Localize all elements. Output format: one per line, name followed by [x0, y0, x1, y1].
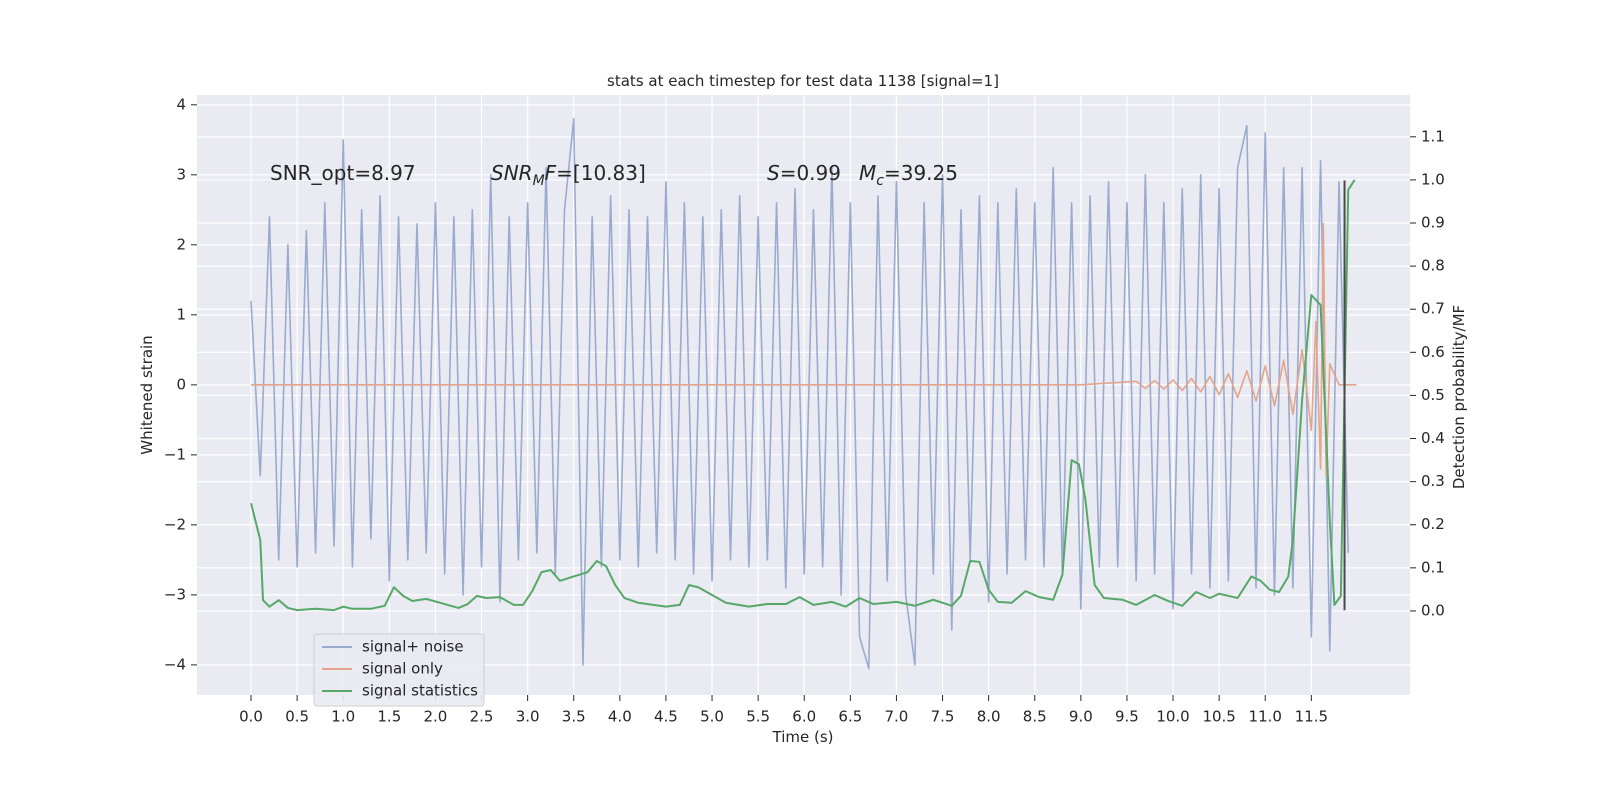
x-tick-label: 5.0	[700, 708, 724, 726]
x-tick-label: 2.5	[470, 708, 494, 726]
annotation-part: S	[767, 161, 780, 185]
y-tick-label: −2	[164, 515, 186, 533]
legend-label: signal only	[362, 660, 443, 678]
x-tick-label: 0.5	[285, 708, 309, 726]
y-axis-label: Whitened strain	[138, 335, 156, 454]
y-tick-label: 3	[176, 165, 186, 183]
annotation-part: F	[545, 161, 557, 185]
annotation: SNRMF=[10.83]	[491, 161, 646, 189]
y-tick-label: −4	[164, 655, 186, 673]
y2-tick-label: 0.5	[1421, 386, 1445, 404]
annotation-part: =39.25	[884, 161, 958, 185]
annotation-part: M	[533, 173, 545, 189]
annotation-part: M	[859, 161, 876, 185]
x-tick-label: 4.0	[608, 708, 632, 726]
x-tick-label: 10.0	[1156, 708, 1189, 726]
annotation: S=0.99	[767, 161, 841, 185]
x-tick-label: 7.0	[885, 708, 909, 726]
x-tick-label: 1.0	[331, 708, 355, 726]
series-line	[251, 223, 1357, 477]
y2-tick-label: 0.6	[1421, 343, 1445, 361]
x-tick-label: 7.5	[931, 708, 955, 726]
y-tick-label: 2	[176, 235, 186, 253]
series-line	[250, 179, 1356, 612]
y2-tick-label: 0.8	[1421, 257, 1445, 275]
y2-tick-label: 0.4	[1421, 429, 1445, 447]
x-tick-label: 11.5	[1295, 708, 1328, 726]
annotation: SNR_opt=8.97	[270, 161, 416, 185]
annotation-part: SNR_opt=8.97	[270, 161, 416, 185]
y-tick-label: −1	[164, 445, 186, 463]
y2-tick-label: 1.1	[1421, 127, 1445, 145]
y2-tick-label: 0.2	[1421, 515, 1445, 533]
annotation: Mc=39.25	[859, 161, 958, 189]
y2-axis-label: Detection probability/MF	[1450, 305, 1468, 489]
chart-title: stats at each timestep for test data 113…	[607, 72, 999, 90]
x-tick-label: 2.0	[424, 708, 448, 726]
y2-tick-label: 0.1	[1421, 558, 1445, 576]
x-axis-label: Time (s)	[772, 728, 834, 746]
x-tick-label: 8.0	[977, 708, 1001, 726]
x-tick-label: 6.5	[838, 708, 862, 726]
series-line	[250, 118, 1350, 670]
y2-tick-label: 0.0	[1421, 601, 1445, 619]
x-tick-label: 9.5	[1115, 708, 1139, 726]
x-tick-label: 5.5	[746, 708, 770, 726]
y2-tick-label: 0.3	[1421, 472, 1445, 490]
x-tick-label: 4.5	[654, 708, 678, 726]
x-tick-label: 3.0	[516, 708, 540, 726]
legend-label: signal+ noise	[362, 638, 464, 656]
y-tick-label: −3	[164, 585, 186, 603]
x-tick-label: 9.0	[1069, 708, 1093, 726]
y-tick-label: 0	[176, 375, 186, 393]
legend-label: signal statistics	[362, 682, 478, 700]
annotation-part: c	[876, 173, 884, 189]
y2-tick-label: 0.7	[1421, 300, 1445, 318]
y-tick-label: 4	[176, 95, 186, 113]
x-tick-label: 11.0	[1249, 708, 1282, 726]
annotation-part: SNR	[491, 161, 533, 185]
legend-box	[313, 633, 485, 707]
x-tick-label: 8.5	[1023, 708, 1047, 726]
x-tick-label: 6.0	[792, 708, 816, 726]
x-tick-label: 10.5	[1202, 708, 1235, 726]
y2-tick-label: 0.9	[1421, 214, 1445, 232]
annotation-part: =0.99	[780, 161, 841, 185]
annotation-part: =[10.83]	[556, 161, 646, 185]
y2-tick-label: 1.0	[1421, 170, 1445, 188]
x-tick-label: 3.5	[562, 708, 586, 726]
y-tick-label: 1	[176, 305, 186, 323]
x-tick-label: 0.0	[239, 708, 263, 726]
x-tick-label: 1.5	[377, 708, 401, 726]
